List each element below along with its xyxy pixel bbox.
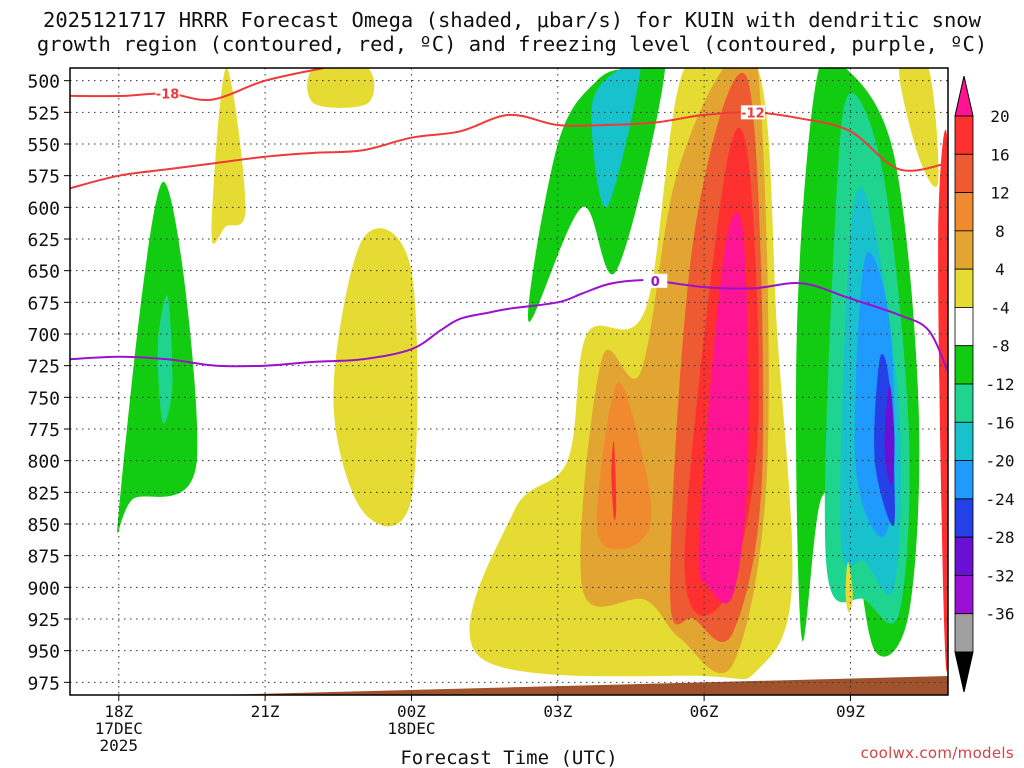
colorbar-swatch — [954, 307, 974, 347]
contour-label-bg — [155, 86, 180, 101]
y-tick-label: 950 — [27, 642, 60, 663]
y-tick-label: 975 — [27, 673, 60, 694]
y-tick-label: 575 — [27, 167, 60, 188]
colorbar-label: 16 — [990, 145, 1009, 164]
x-axis-label: Forecast Time (UTC) — [400, 747, 617, 768]
y-tick-label: 700 — [27, 325, 60, 346]
omega-region-yellow-right-edge — [899, 68, 939, 187]
x-tick-label: 03Z — [543, 702, 572, 721]
omega-region-descent-magenta — [698, 212, 749, 604]
colorbar-label: -32 — [986, 566, 1015, 585]
x-tick-label: 06Z — [690, 702, 719, 721]
colorbar-label: 8 — [995, 222, 1005, 241]
contour-label-bg — [740, 105, 765, 120]
contour-label-bg — [643, 273, 668, 288]
contour-label: -12 — [741, 106, 765, 121]
chart-title-line-2: growth region (contoured, red, ºC) and f… — [36, 32, 988, 56]
colorbar-swatch — [954, 498, 974, 538]
colorbar-top-arrow — [954, 75, 974, 117]
colorbar-label: -36 — [986, 605, 1015, 624]
contour-label: 0 — [651, 275, 660, 290]
colorbar-bottom-arrow — [954, 651, 974, 693]
x-tick-label: 2025 — [100, 736, 139, 755]
omega-region-yellow-small-dot — [845, 562, 853, 613]
colorbar-label: -28 — [986, 528, 1015, 547]
y-tick-label: 625 — [27, 230, 60, 251]
y-tick-label: 800 — [27, 452, 60, 473]
colorbar-label: -16 — [986, 413, 1015, 432]
contour-label: -18 — [156, 87, 180, 102]
x-tick-label: 18Z — [104, 702, 133, 721]
colorbar-swatch — [954, 460, 974, 500]
x-tick-label: 18DEC — [387, 719, 435, 738]
y-tick-label: 850 — [27, 515, 60, 536]
y-tick-label: 600 — [27, 198, 60, 219]
y-tick-label: 500 — [27, 72, 60, 93]
colorbar-swatch — [954, 345, 974, 385]
y-tick-label: 550 — [27, 135, 60, 156]
dgz-contour--18 — [70, 68, 324, 102]
colorbar-swatch — [954, 613, 974, 653]
terrain-fill — [70, 676, 948, 695]
y-tick-label: 725 — [27, 357, 60, 378]
colorbar-swatch — [954, 153, 974, 193]
grid-layer — [70, 68, 948, 695]
colorbar-label: -4 — [990, 298, 1009, 317]
colorbar-label: 12 — [990, 184, 1009, 203]
colorbar-label: -20 — [986, 452, 1015, 471]
y-tick-label: 750 — [27, 388, 60, 409]
y-axis: 500 525 550 575 600 625 650 675 700 725 750 775 800 8… — [27, 72, 70, 694]
y-tick-label: 650 — [27, 262, 60, 283]
colorbar-label: 20 — [990, 107, 1009, 126]
freezing-level-contour — [70, 279, 948, 373]
y-tick-label: 925 — [27, 610, 60, 631]
omega-shading-layer — [117, 68, 948, 680]
x-tick-label: 21Z — [251, 702, 280, 721]
x-tick-label: 00Z — [397, 702, 426, 721]
omega-region-ascent-03z-teal — [591, 68, 641, 208]
omega-region-yellow-top-strip — [307, 68, 375, 108]
colorbar-swatch — [954, 268, 974, 308]
colorbar-swatch — [954, 115, 974, 155]
x-tick-label: 17DEC — [95, 719, 143, 738]
plot-border — [69, 67, 949, 696]
omega-region-descent-red-small — [611, 440, 617, 520]
colorbar-swatch — [954, 383, 974, 423]
colorbar-swatch — [954, 192, 974, 232]
y-tick-label: 675 — [27, 293, 60, 314]
dgz-contour--12 — [70, 111, 948, 190]
colorbar-swatch — [954, 575, 974, 615]
omega-region-descent-dark-orange — [596, 382, 652, 550]
colorbar-label: -24 — [986, 490, 1015, 509]
colorbar-swatch — [954, 536, 974, 576]
omega-colorbar: 20 16 12 8 4 -4 -8 -12 -16 -20 -24 -28 -32 -36 — [954, 75, 1015, 693]
y-tick-label: 825 — [27, 483, 60, 504]
colorbar-label: -8 — [990, 337, 1009, 356]
colorbar-swatch — [954, 230, 974, 270]
colorbar-swatch — [954, 421, 974, 461]
y-tick-label: 900 — [27, 578, 60, 599]
terrain-layer — [70, 676, 948, 695]
site-credit: coolwx.com/models — [860, 744, 1014, 762]
colorbar-label: 4 — [995, 260, 1005, 279]
omega-region-descent-right-edge — [938, 129, 948, 672]
y-tick-label: 875 — [27, 547, 60, 568]
contour-layer: -18 -12 0 — [70, 68, 948, 373]
y-tick-label: 525 — [27, 103, 60, 124]
chart-title-line-1: 2025121717 HRRR Forecast Omega (shaded, … — [43, 8, 981, 32]
y-tick-label: 775 — [27, 420, 60, 441]
omega-region-yellow-center — [333, 228, 418, 527]
plot-frame — [69, 67, 949, 696]
x-tick-label: 09Z — [836, 702, 865, 721]
colorbar-label: -12 — [986, 375, 1015, 394]
omega-region-ascent-03z-green — [528, 68, 666, 322]
